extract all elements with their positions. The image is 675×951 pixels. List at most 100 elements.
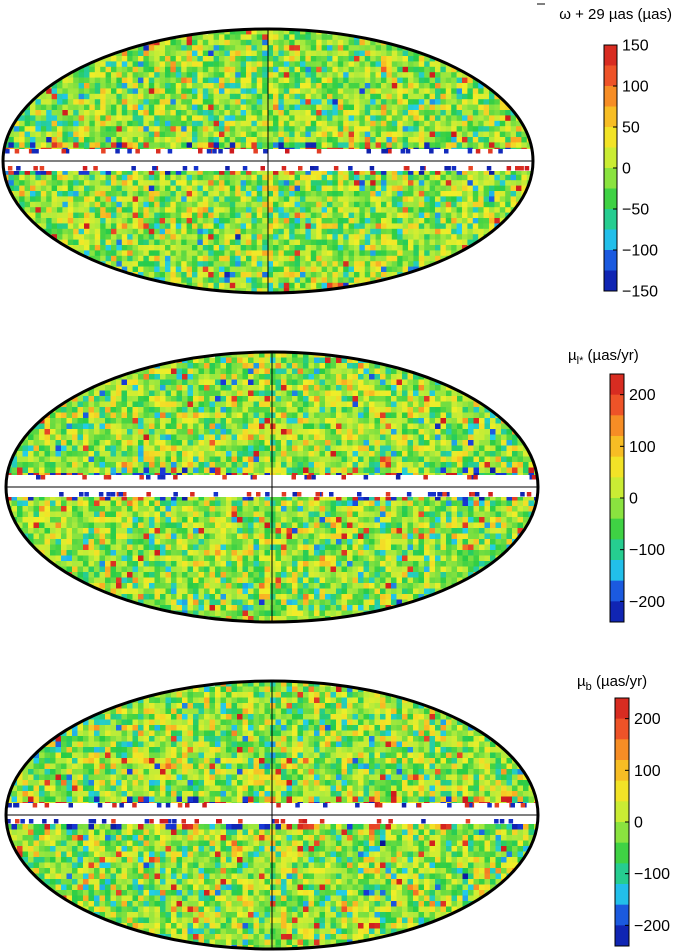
sky-cell — [413, 207, 419, 213]
sky-cell — [251, 34, 257, 40]
colorbar-step — [604, 86, 617, 107]
sky-cell — [84, 132, 90, 138]
sky-cell — [365, 196, 371, 202]
sky-cell — [127, 256, 133, 262]
sky-cell — [376, 213, 382, 219]
sky-cell — [332, 245, 338, 251]
sky-cell — [89, 429, 95, 435]
sky-cell — [402, 374, 408, 380]
sky-cell — [316, 115, 322, 121]
sky-cell — [237, 391, 243, 397]
sky-cell — [116, 213, 122, 219]
sky-cell — [322, 40, 328, 46]
sky-cell — [122, 191, 128, 197]
sky-cell — [397, 67, 403, 73]
sky-cell — [84, 88, 90, 94]
sky-cell — [230, 137, 236, 143]
sky-cell — [257, 126, 263, 132]
sky-cell — [376, 83, 382, 89]
sky-cell — [187, 250, 193, 256]
sky-cell — [95, 78, 101, 84]
colorbar-tick-label: 150 — [622, 38, 649, 55]
sky-cell — [451, 83, 457, 89]
sky-cell — [208, 213, 214, 219]
sky-cell — [435, 126, 441, 132]
sky-cell — [451, 218, 457, 224]
sky-cell — [370, 223, 376, 229]
sky-cell — [166, 418, 172, 424]
sky-cell — [441, 391, 447, 397]
sky-cell — [338, 94, 344, 100]
sky-cell — [251, 202, 257, 208]
sky-cell — [284, 240, 290, 246]
sky-cell — [187, 223, 193, 229]
sky-cell — [230, 207, 236, 213]
sky-cell — [467, 121, 473, 127]
sky-cell — [386, 229, 392, 235]
sky-cell — [358, 363, 364, 369]
sky-cell — [52, 223, 58, 229]
sky-cell — [451, 110, 457, 116]
sky-cell — [478, 110, 484, 116]
sky-cell — [359, 180, 365, 186]
sky-cell — [392, 72, 398, 78]
sky-cell — [365, 61, 371, 67]
sky-cell — [215, 363, 221, 369]
sky-cell — [89, 110, 95, 116]
sky-cell — [489, 94, 495, 100]
colorbar-tick-label: 100 — [622, 79, 649, 96]
sky-cell — [89, 245, 95, 251]
sky-cell — [89, 83, 95, 89]
sky-cell — [316, 51, 322, 57]
sky-cell — [25, 196, 31, 202]
sky-cell — [311, 88, 317, 94]
sky-cell — [154, 126, 160, 132]
sky-cell — [349, 267, 355, 273]
sky-cell — [342, 374, 348, 380]
sky-cell — [305, 72, 311, 78]
sky-cell — [127, 186, 133, 192]
sky-cell — [284, 83, 290, 89]
sky-cell — [111, 207, 117, 213]
sky-cell — [226, 385, 232, 391]
sky-cell — [170, 175, 176, 181]
sky-cell — [327, 132, 333, 138]
sky-cell — [62, 83, 68, 89]
sky-cell — [353, 413, 359, 419]
sky-cell — [111, 418, 117, 424]
sky-cell — [138, 413, 144, 419]
sky-cell — [354, 137, 360, 143]
sky-cell — [305, 45, 311, 51]
sky-cell — [358, 407, 364, 413]
sky-cell — [100, 207, 106, 213]
sky-cell — [386, 429, 392, 435]
sky-cell — [100, 424, 106, 430]
sky-cell — [235, 196, 241, 202]
sky-cell — [84, 72, 90, 78]
sky-cell — [127, 418, 133, 424]
sky-cell — [287, 363, 293, 369]
sky-cell — [386, 202, 392, 208]
sky-cell — [84, 67, 90, 73]
sky-cell — [251, 207, 257, 213]
sky-cell — [254, 418, 260, 424]
sky-cell — [281, 363, 287, 369]
sky-cell — [122, 126, 128, 132]
sky-cell — [100, 435, 106, 441]
sky-cell — [160, 267, 166, 273]
sky-cell — [182, 374, 188, 380]
sky-cell — [248, 413, 254, 419]
sky-cell — [370, 110, 376, 116]
sky-cell — [419, 67, 425, 73]
sky-cell — [143, 78, 149, 84]
sky-cell — [322, 142, 328, 148]
sky-cell — [181, 196, 187, 202]
sky-cell — [511, 186, 517, 192]
sky-cell — [376, 142, 382, 148]
sky-cell — [327, 105, 333, 111]
sky-cell — [303, 418, 309, 424]
sky-cell — [116, 223, 122, 229]
sky-cell — [144, 396, 150, 402]
sky-cell — [41, 196, 47, 202]
sky-cell — [435, 67, 441, 73]
